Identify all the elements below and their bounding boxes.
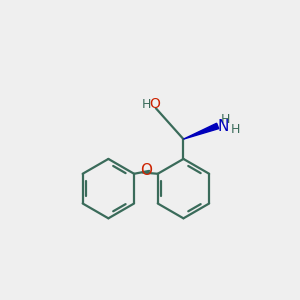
Text: H: H <box>142 98 152 111</box>
Text: O: O <box>140 163 152 178</box>
Text: H: H <box>230 123 240 136</box>
Text: H: H <box>220 113 230 126</box>
Polygon shape <box>184 123 219 139</box>
Text: O: O <box>150 97 160 111</box>
Text: N: N <box>218 119 229 134</box>
